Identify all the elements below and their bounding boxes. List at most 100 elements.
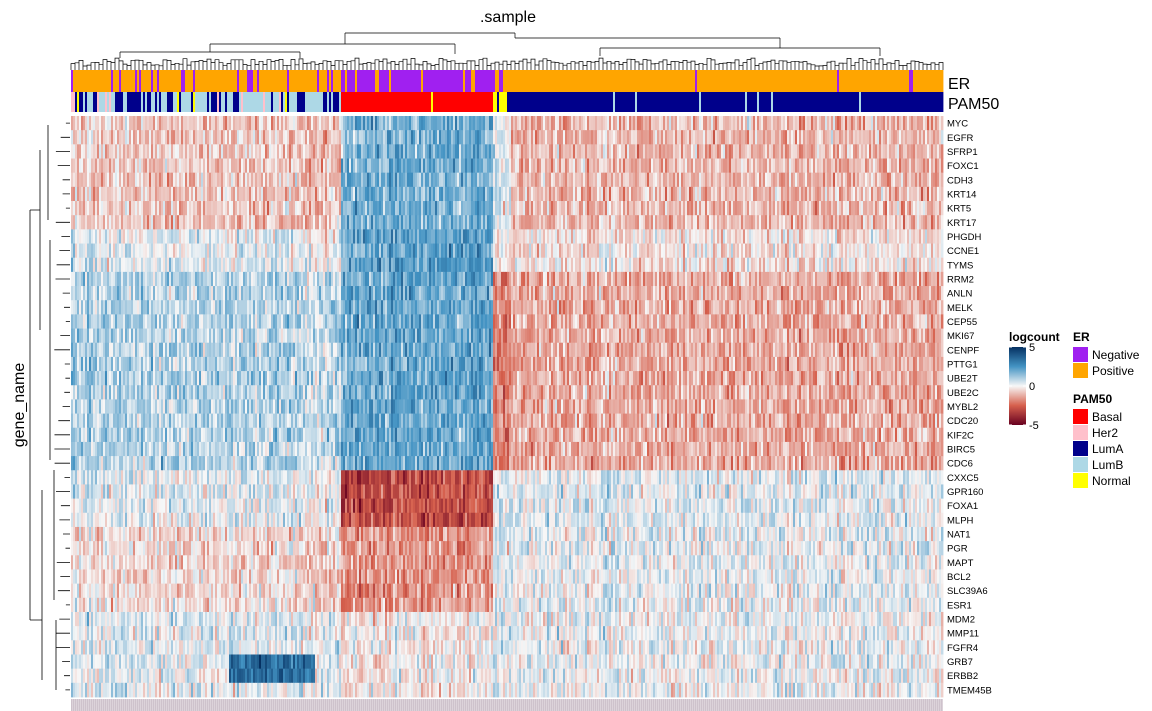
heatmap-cell <box>227 144 230 159</box>
heatmap-cell <box>369 116 372 131</box>
heatmap-cell <box>855 116 858 131</box>
er-annotation-cell <box>795 70 798 92</box>
heatmap-cell <box>853 186 856 202</box>
heatmap-cell <box>255 144 258 159</box>
heatmap-cell <box>397 201 400 216</box>
heatmap-cell <box>653 229 656 244</box>
heatmap-cell <box>653 130 656 145</box>
heatmap-cell <box>75 172 78 188</box>
heatmap-cell <box>727 201 730 216</box>
heatmap-cell <box>475 229 478 244</box>
heatmap-cell <box>151 144 154 159</box>
heatmap-cell <box>187 186 190 202</box>
heatmap-cell <box>533 116 536 131</box>
heatmap-cell <box>639 229 642 244</box>
er-annotation-cell <box>877 70 880 92</box>
pam50-annotation-cell <box>331 92 334 112</box>
pam50-annotation-cell <box>789 92 792 112</box>
er-annotation-cell <box>749 70 752 92</box>
heatmap-cell <box>453 243 456 259</box>
heatmap-cell <box>301 172 304 188</box>
heatmap-cell <box>589 144 592 159</box>
pam50-annotation-cell <box>875 92 878 112</box>
heatmap-cell <box>859 158 862 174</box>
heatmap-cell <box>835 186 838 202</box>
heatmap-cell <box>775 116 778 131</box>
er-annotation-cell <box>859 70 862 92</box>
er-annotation-cell <box>107 70 110 92</box>
heatmap-cell <box>581 201 584 216</box>
heatmap-cell <box>205 130 208 145</box>
heatmap-cell <box>201 158 204 174</box>
heatmap-cell <box>89 186 92 202</box>
heatmap-cell <box>319 186 322 202</box>
heatmap-cell <box>515 186 518 202</box>
pam50-annotation-cell <box>343 92 346 112</box>
er-annotation-cell <box>253 70 256 92</box>
heatmap-cell <box>841 229 844 244</box>
heatmap-cell <box>647 229 650 244</box>
er-annotation-cell <box>643 70 646 92</box>
heatmap-cell <box>531 201 534 216</box>
heatmap-cell <box>197 243 200 259</box>
heatmap-cell <box>143 116 146 131</box>
pam50-annotation-cell <box>351 92 354 112</box>
heatmap-cell <box>465 130 468 145</box>
heatmap-cell <box>263 201 266 216</box>
heatmap-cell <box>497 116 500 131</box>
er-annotation-cell <box>233 70 236 92</box>
pam50-annotation-cell <box>933 92 936 112</box>
pam50-annotation-cell <box>75 92 78 112</box>
heatmap-cell <box>505 186 508 202</box>
er-annotation-cell <box>509 70 512 92</box>
heatmap-cell <box>367 116 370 131</box>
heatmap-cell <box>555 116 558 131</box>
heatmap-cell <box>83 243 86 259</box>
er-annotation-cell <box>309 70 312 92</box>
heatmap-cell <box>757 201 760 216</box>
heatmap-cell <box>289 130 292 145</box>
heatmap-cell <box>451 144 454 159</box>
er-annotation-cell <box>899 70 902 92</box>
heatmap-cell <box>145 172 148 188</box>
heatmap-cell <box>869 144 872 159</box>
heatmap-cell <box>677 201 680 216</box>
heatmap-cell <box>193 158 196 174</box>
heatmap-cell <box>335 201 338 216</box>
pam50-annotation-cell <box>831 92 834 112</box>
heatmap-cell <box>595 172 598 188</box>
heatmap-cell <box>101 229 104 244</box>
heatmap-cell <box>437 116 440 131</box>
heatmap-cell <box>775 130 778 145</box>
heatmap-cell <box>383 201 386 216</box>
er-annotation-cell <box>823 70 826 92</box>
pam50-annotation-cell <box>785 92 788 112</box>
heatmap-cell <box>715 158 718 174</box>
heatmap-cell <box>381 116 384 131</box>
pam50-annotation-cell <box>537 92 540 112</box>
heatmap-cell <box>377 116 380 131</box>
heatmap-cell <box>435 158 438 174</box>
heatmap-cell <box>85 172 88 188</box>
heatmap-cell <box>297 243 300 259</box>
er-annotation-cell <box>333 70 336 92</box>
heatmap-cell <box>665 144 668 159</box>
heatmap-cell <box>191 144 194 159</box>
heatmap-cell <box>395 215 398 230</box>
heatmap-cell <box>683 186 686 202</box>
heatmap-cell <box>181 172 184 188</box>
pam50-annotation-cell <box>457 92 460 112</box>
heatmap-cell <box>315 201 318 216</box>
heatmap-cell <box>229 116 232 131</box>
heatmap-cell <box>245 144 248 159</box>
heatmap-cell <box>875 116 878 131</box>
heatmap-cell <box>641 116 644 131</box>
heatmap-cell <box>519 158 522 174</box>
er-annotation-cell <box>819 70 822 92</box>
er-annotation-cell <box>883 70 886 92</box>
heatmap-cell <box>723 172 726 188</box>
heatmap-cell <box>431 144 434 159</box>
heatmap-cell <box>251 144 254 159</box>
er-annotation-cell <box>551 70 554 92</box>
heatmap-cell <box>413 215 416 230</box>
